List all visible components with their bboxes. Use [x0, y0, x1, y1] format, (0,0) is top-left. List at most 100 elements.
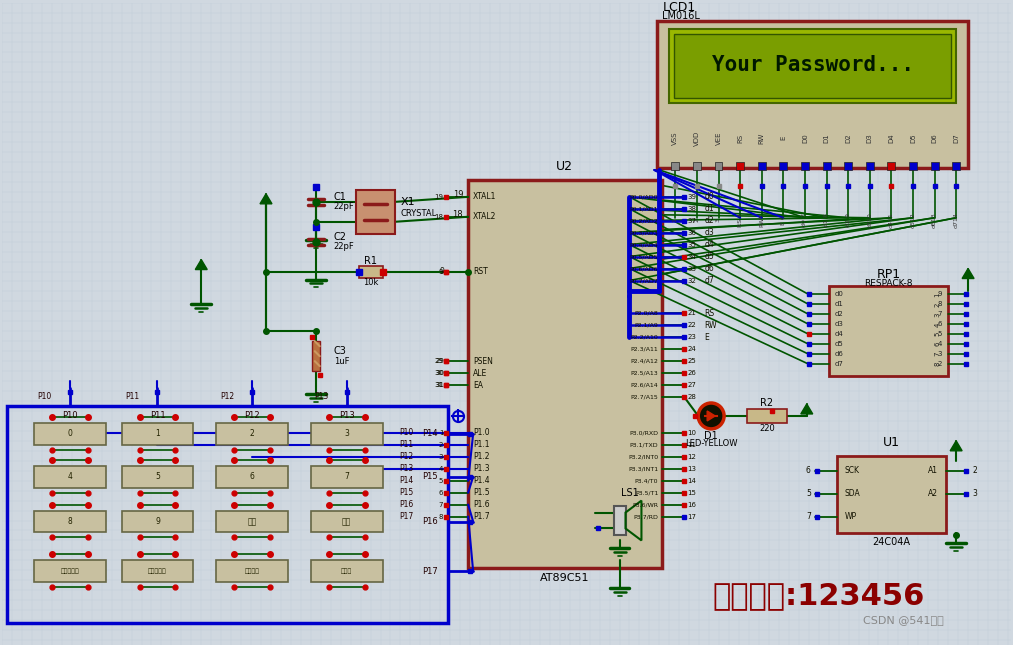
Text: 12: 12 [687, 454, 696, 460]
Text: 22pF: 22pF [333, 203, 355, 212]
Text: d613: d613 [932, 212, 937, 228]
Text: 38: 38 [687, 206, 696, 212]
Text: P3.3/INT1: P3.3/INT1 [628, 466, 658, 471]
Text: 220: 220 [759, 424, 775, 433]
Text: d2: d2 [835, 312, 844, 317]
Bar [747, 409, 787, 423]
Text: d310: d310 [867, 212, 872, 228]
Text: P2.7/A15: P2.7/A15 [631, 395, 658, 399]
Bar [356, 190, 395, 233]
Text: 10k: 10k [363, 278, 378, 287]
Text: d4: d4 [835, 332, 844, 337]
Bar [829, 286, 948, 376]
Text: P1.6: P1.6 [473, 500, 489, 509]
Text: 36: 36 [687, 230, 696, 235]
Text: 2: 2 [972, 466, 977, 475]
Text: 23: 23 [687, 334, 696, 341]
Text: P12: P12 [244, 412, 260, 421]
Bar [672, 162, 680, 170]
Text: 6: 6 [806, 466, 810, 475]
Text: 39: 39 [687, 194, 696, 200]
Text: P1.5: P1.5 [473, 488, 489, 497]
Text: 1uF: 1uF [333, 357, 349, 366]
Text: P3.0/RXD: P3.0/RXD [629, 430, 658, 435]
Text: 35: 35 [687, 242, 696, 248]
Text: P10: P10 [399, 428, 413, 437]
Text: 19: 19 [435, 194, 444, 200]
Bar [887, 162, 895, 170]
Text: 5: 5 [155, 472, 160, 481]
Text: d3: d3 [704, 228, 714, 237]
Text: D1: D1 [704, 431, 718, 441]
Text: 9: 9 [938, 292, 942, 297]
Text: P2.3/A11: P2.3/A11 [631, 347, 658, 352]
Text: 4: 4 [67, 472, 72, 481]
Text: 26: 26 [687, 370, 696, 376]
Text: VDD: VDD [694, 130, 700, 146]
Text: P16: P16 [399, 500, 413, 509]
Text: d2 9: d2 9 [846, 213, 851, 227]
Bar [359, 266, 383, 277]
Text: 7: 7 [934, 352, 940, 357]
Text: P13: P13 [399, 464, 413, 473]
Text: 24: 24 [687, 346, 696, 352]
Text: 30: 30 [435, 370, 444, 376]
Bar [122, 466, 193, 488]
Text: ALE: ALE [473, 369, 487, 377]
Text: d1: d1 [835, 301, 844, 308]
Text: 8: 8 [934, 362, 940, 366]
Text: LCD1: LCD1 [663, 1, 696, 14]
Text: 37: 37 [687, 218, 696, 224]
Polygon shape [801, 404, 812, 414]
Bar [34, 423, 105, 445]
Text: 25: 25 [687, 358, 696, 364]
Text: P3.6/WR: P3.6/WR [632, 502, 658, 507]
Text: 15: 15 [687, 490, 696, 495]
Text: D3: D3 [867, 134, 873, 143]
Text: 32: 32 [687, 277, 696, 284]
Text: 21: 21 [687, 310, 696, 316]
Text: P0.6/AD6: P0.6/AD6 [630, 266, 658, 271]
Text: P1.1: P1.1 [473, 441, 489, 450]
Text: 8: 8 [439, 513, 444, 519]
Text: E: E [704, 333, 709, 342]
Text: d7: d7 [704, 276, 714, 285]
Text: P12: P12 [399, 452, 413, 461]
Text: P2.1/A9: P2.1/A9 [634, 322, 658, 328]
Text: P0.4/AD4: P0.4/AD4 [630, 242, 658, 247]
Text: P1.3: P1.3 [473, 464, 489, 473]
Polygon shape [707, 411, 715, 421]
Text: P0.5/AD5: P0.5/AD5 [630, 254, 658, 259]
Text: 0: 0 [67, 430, 72, 439]
Text: 30: 30 [436, 370, 445, 376]
Bar [714, 162, 722, 170]
Text: SCK: SCK [845, 466, 860, 475]
Text: A1: A1 [928, 466, 938, 475]
Text: 输入新密码: 输入新密码 [61, 568, 79, 574]
Text: 8: 8 [938, 301, 942, 308]
Text: d6: d6 [835, 351, 844, 357]
Text: P11: P11 [399, 441, 413, 450]
Text: P2.6/A14: P2.6/A14 [631, 382, 658, 388]
Text: 31: 31 [435, 382, 444, 388]
Text: d0: d0 [704, 192, 714, 201]
Text: 9: 9 [440, 267, 445, 276]
Text: RW: RW [704, 321, 717, 330]
Text: 31: 31 [436, 382, 445, 388]
Text: 8: 8 [68, 517, 72, 526]
Text: 上锁: 上锁 [342, 517, 352, 526]
Bar [675, 34, 951, 98]
Text: 重新输入: 重新输入 [244, 568, 259, 574]
Text: D7: D7 [953, 134, 959, 143]
Text: P16: P16 [422, 517, 439, 526]
Text: VSS: VSS [673, 132, 679, 145]
Text: 5: 5 [439, 478, 444, 484]
Text: C2: C2 [333, 232, 346, 242]
Bar [909, 162, 917, 170]
Text: d5: d5 [704, 252, 714, 261]
Text: d1 8: d1 8 [824, 213, 829, 226]
Bar [779, 162, 787, 170]
Bar [758, 162, 766, 170]
Bar [837, 456, 946, 533]
Circle shape [698, 403, 724, 429]
